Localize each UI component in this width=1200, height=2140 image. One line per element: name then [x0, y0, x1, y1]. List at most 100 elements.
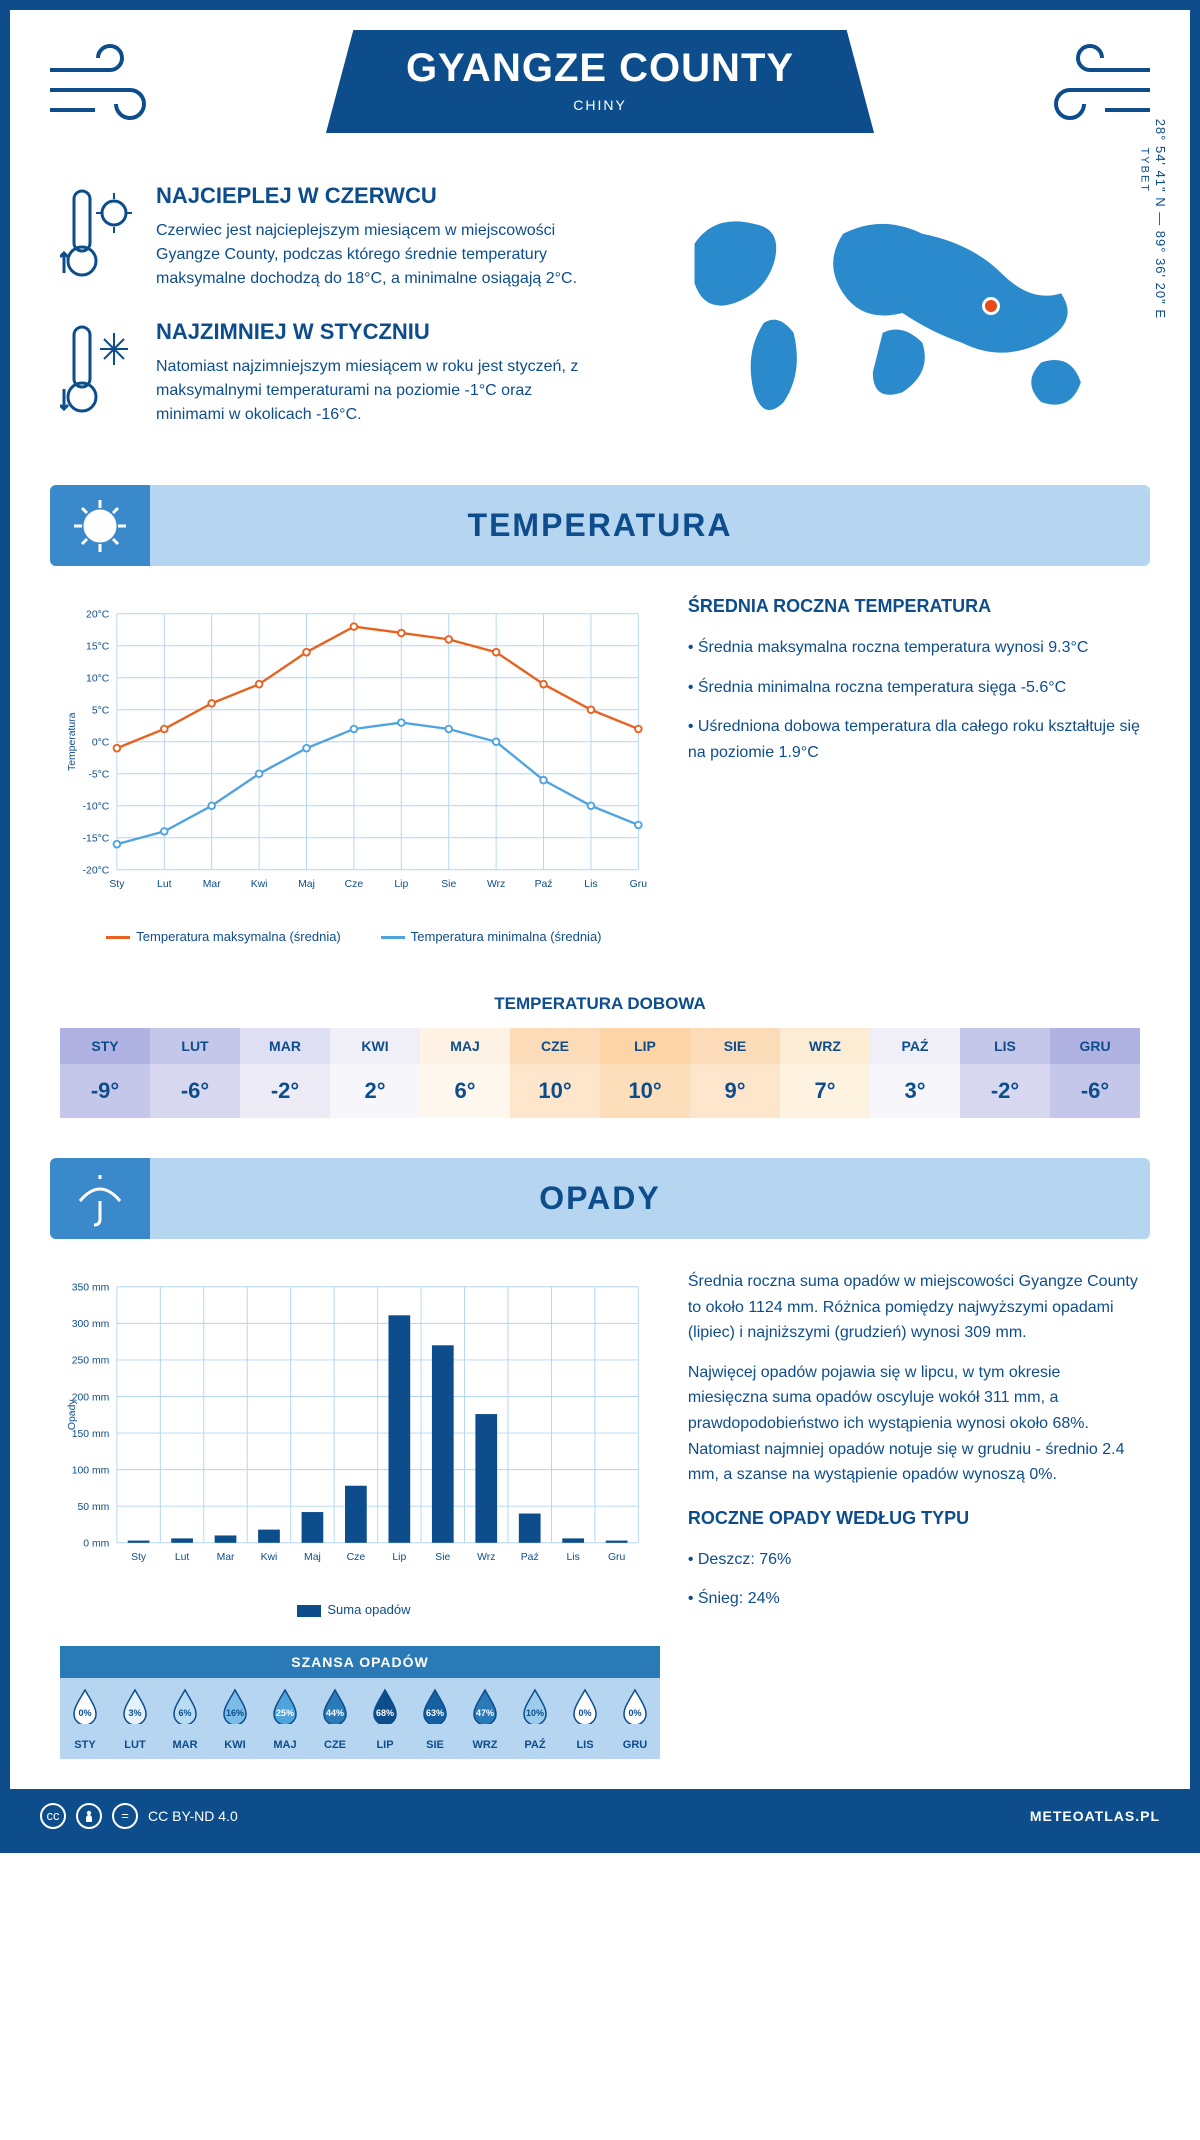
svg-text:0%: 0% [78, 1708, 91, 1718]
chance-cell: 3% LUT [110, 1678, 160, 1759]
daily-cell: LIS -2° [960, 1028, 1050, 1118]
svg-text:Lip: Lip [392, 1552, 406, 1563]
hot-title: NAJCIEPLEJ W CZERWCU [156, 183, 605, 209]
by-icon [76, 1803, 102, 1829]
precip-chance-box: SZANSA OPADÓW 0% STY 3% LUT 6% MAR 16% [60, 1646, 660, 1759]
svg-text:Opady: Opady [67, 1399, 78, 1430]
svg-text:Lip: Lip [394, 879, 408, 890]
svg-text:Sie: Sie [441, 879, 456, 890]
daily-cell: STY -9° [60, 1028, 150, 1118]
daily-cell: CZE 10° [510, 1028, 600, 1118]
chance-cell: 68% LIP [360, 1678, 410, 1759]
svg-text:Maj: Maj [298, 879, 315, 890]
cold-text: Natomiast najzimniejszym miesiącem w rok… [156, 355, 605, 427]
svg-text:Mar: Mar [217, 1552, 235, 1563]
precip-body: 0 mm50 mm100 mm150 mm200 mm250 mm300 mm3… [10, 1239, 1190, 1636]
svg-text:Sty: Sty [109, 879, 125, 890]
precip-type: • Śnieg: 24% [688, 1586, 1140, 1612]
map-column: TYBET 28° 54' 41" N — 89° 36' 20" E [645, 183, 1140, 455]
svg-text:10°C: 10°C [86, 674, 110, 685]
svg-text:50 mm: 50 mm [77, 1502, 109, 1513]
site-name: METEOATLAS.PL [1030, 1808, 1160, 1824]
chance-row: 0% STY 3% LUT 6% MAR 16% KWI 25% [60, 1678, 660, 1759]
coordinates: 28° 54' 41" N — 89° 36' 20" E [1153, 119, 1168, 319]
legend-rain: Suma opadów [327, 1602, 410, 1617]
temperature-chart-col: -20°C-15°C-10°C-5°C0°C5°C10°C15°C20°CSty… [60, 596, 648, 944]
license-text: CC BY-ND 4.0 [148, 1808, 238, 1824]
svg-text:Wrz: Wrz [477, 1552, 495, 1563]
daily-cell: WRZ 7° [780, 1028, 870, 1118]
svg-text:350 mm: 350 mm [72, 1283, 110, 1294]
svg-text:15°C: 15°C [86, 642, 110, 653]
chance-cell: 0% GRU [610, 1678, 660, 1759]
thermometer-cold-icon [60, 319, 140, 419]
svg-text:0 mm: 0 mm [83, 1539, 109, 1550]
temperature-body: -20°C-15°C-10°C-5°C0°C5°C10°C15°C20°CSty… [10, 566, 1190, 974]
sun-icon [50, 485, 150, 566]
precip-text-2: Najwięcej opadów pojawia się w lipcu, w … [688, 1360, 1140, 1488]
temp-stat: • Średnia minimalna roczna temperatura s… [688, 675, 1140, 701]
daily-cell: SIE 9° [690, 1028, 780, 1118]
svg-text:-20°C: -20°C [83, 866, 110, 877]
thermometer-hot-icon [60, 183, 140, 283]
region-label: TYBET [1138, 148, 1150, 193]
daily-cell: LIP 10° [600, 1028, 690, 1118]
svg-text:47%: 47% [476, 1708, 494, 1718]
svg-text:0%: 0% [628, 1708, 641, 1718]
svg-text:Kwi: Kwi [261, 1552, 278, 1563]
daily-cell: GRU -6° [1050, 1028, 1140, 1118]
cc-icon: cc [40, 1803, 66, 1829]
precip-type: • Deszcz: 76% [688, 1547, 1140, 1573]
daily-cell: MAR -2° [240, 1028, 330, 1118]
chance-cell: 0% STY [60, 1678, 110, 1759]
svg-text:Lis: Lis [584, 879, 597, 890]
nd-icon: = [112, 1803, 138, 1829]
footer: cc = CC BY-ND 4.0 METEOATLAS.PL [10, 1789, 1190, 1843]
svg-text:250 mm: 250 mm [72, 1356, 110, 1367]
svg-text:16%: 16% [226, 1708, 244, 1718]
svg-text:-15°C: -15°C [83, 834, 110, 845]
svg-text:25%: 25% [276, 1708, 294, 1718]
svg-text:Gru: Gru [630, 879, 648, 890]
svg-text:Paź: Paź [535, 879, 553, 890]
precip-chart-col: 0 mm50 mm100 mm150 mm200 mm250 mm300 mm3… [60, 1269, 648, 1626]
svg-text:0%: 0% [578, 1708, 591, 1718]
svg-text:Kwi: Kwi [251, 879, 268, 890]
precip-type-title: ROCZNE OPADY WEDŁUG TYPU [688, 1508, 1140, 1529]
daily-cell: PAŹ 3° [870, 1028, 960, 1118]
svg-text:Lis: Lis [567, 1552, 580, 1563]
chance-cell: 10% PAŹ [510, 1678, 560, 1759]
svg-text:Wrz: Wrz [487, 879, 505, 890]
svg-text:10%: 10% [526, 1708, 544, 1718]
svg-text:Paź: Paź [521, 1552, 539, 1563]
precip-heading: OPADY [72, 1180, 1128, 1217]
wind-icon [40, 40, 160, 130]
chance-cell: 44% CZE [310, 1678, 360, 1759]
temp-stats-title: ŚREDNIA ROCZNA TEMPERATURA [688, 596, 1140, 617]
temperature-heading: TEMPERATURA [72, 507, 1128, 544]
temperature-section-bar: TEMPERATURA [50, 485, 1150, 566]
svg-text:Mar: Mar [203, 879, 221, 890]
temp-stat: • Uśredniona dobowa temperatura dla całe… [688, 714, 1140, 765]
temp-stat: • Średnia maksymalna roczna temperatura … [688, 635, 1140, 661]
svg-text:Maj: Maj [304, 1552, 321, 1563]
chance-cell: 25% MAJ [260, 1678, 310, 1759]
precip-text-1: Średnia roczna suma opadów w miejscowośc… [688, 1269, 1140, 1346]
svg-text:0°C: 0°C [92, 738, 110, 749]
daily-temp-title: TEMPERATURA DOBOWA [10, 994, 1190, 1014]
svg-text:3%: 3% [128, 1708, 141, 1718]
svg-text:Cze: Cze [347, 1552, 366, 1563]
precip-bar-chart: 0 mm50 mm100 mm150 mm200 mm250 mm300 mm3… [60, 1269, 648, 1589]
facts-column: NAJCIEPLEJ W CZERWCU Czerwiec jest najci… [60, 183, 605, 455]
svg-text:Lut: Lut [175, 1552, 190, 1563]
intro-section: NAJCIEPLEJ W CZERWCU Czerwiec jest najci… [10, 163, 1190, 485]
header: GYANGZE COUNTY CHINY [10, 10, 1190, 163]
hot-fact: NAJCIEPLEJ W CZERWCU Czerwiec jest najci… [60, 183, 605, 291]
temperature-line-chart: -20°C-15°C-10°C-5°C0°C5°C10°C15°C20°CSty… [60, 596, 648, 916]
svg-text:5°C: 5°C [92, 706, 110, 717]
daily-temp-table: STY -9° LUT -6° MAR -2° KWI 2° MAJ 6° CZ… [60, 1028, 1140, 1118]
daily-cell: LUT -6° [150, 1028, 240, 1118]
infographic-page: GYANGZE COUNTY CHINY NAJCIEPLEJ W CZERWC… [0, 0, 1200, 1853]
svg-text:100 mm: 100 mm [72, 1465, 110, 1476]
svg-text:Lut: Lut [157, 879, 172, 890]
